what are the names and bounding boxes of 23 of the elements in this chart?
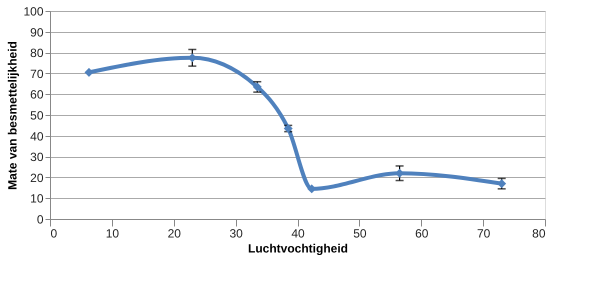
x-tick-label: 40 [291,226,305,240]
y-tick-label: 80 [30,46,44,60]
x-tick-label: 10 [106,226,120,240]
y-axis-title: Mate van besmettelijkheid [5,41,20,190]
y-tick-label: 60 [30,88,44,102]
x-tick-label: 0 [50,226,58,240]
y-tick-label: 10 [30,192,44,206]
x-tick-label: 20 [168,226,182,240]
x-tick-label: 50 [353,226,367,240]
y-tick-label: 0 [36,212,44,226]
x-tick-label: 70 [476,226,491,240]
y-tick-label: 100 [23,4,44,18]
x-tick-label: 60 [415,226,429,240]
y-tick-label: 20 [30,170,44,185]
point [84,68,94,77]
x-axis-title: Luchtvochtigheid [248,242,348,256]
y-tick-label: 40 [30,129,44,144]
y-tick-label: 70 [30,66,44,81]
y-tick-label: 30 [30,150,44,164]
x-tick-label: 80 [532,226,546,240]
y-tick-label: 50 [30,108,44,122]
y-tick-label: 90 [30,25,44,40]
x-tick-label: 30 [229,226,244,240]
